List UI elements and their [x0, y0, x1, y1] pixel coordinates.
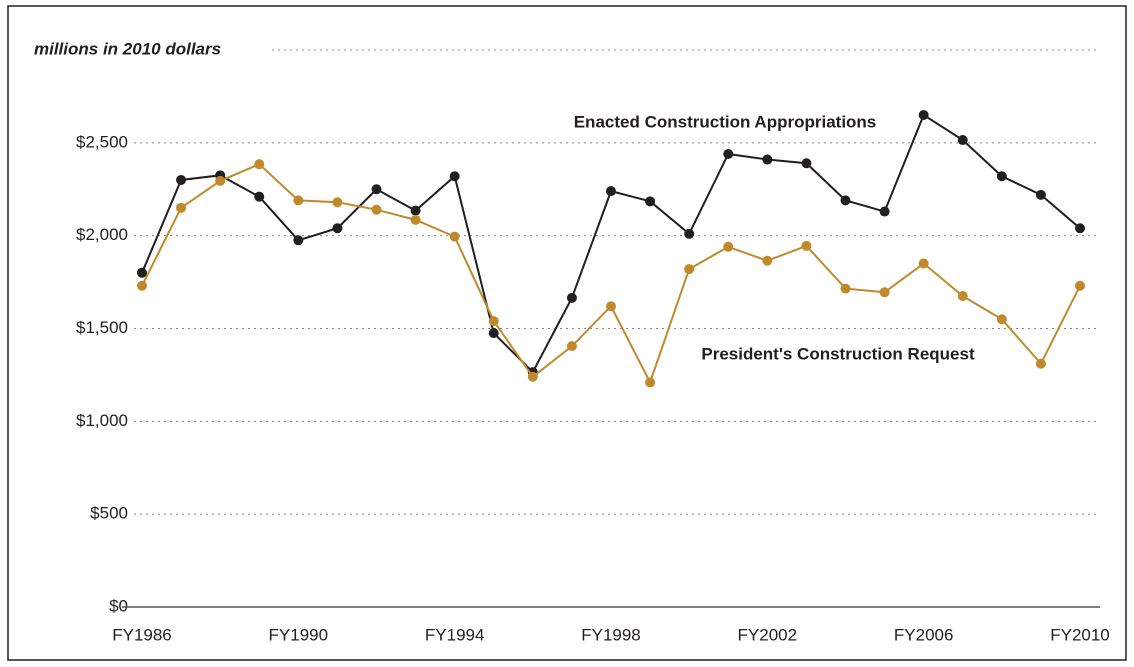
- data-point: [332, 197, 343, 208]
- x-tick-label: FY1986: [112, 625, 172, 644]
- y-tick-label: $1,000: [76, 411, 128, 430]
- x-tick-label: FY1998: [581, 625, 641, 644]
- data-point: [371, 184, 382, 195]
- data-point: [371, 204, 382, 215]
- data-point: [449, 231, 460, 242]
- data-point: [606, 301, 616, 312]
- data-point: [957, 135, 968, 146]
- data-point: [488, 316, 499, 327]
- x-tick-label: FY2010: [1050, 625, 1110, 644]
- data-point: [410, 205, 421, 216]
- data-point: [566, 341, 577, 352]
- data-point: [762, 255, 773, 266]
- data-point: [723, 148, 734, 159]
- x-tick-label: FY2002: [738, 625, 798, 644]
- series-line: [141, 113, 1081, 374]
- data-point: [801, 158, 812, 169]
- x-tick-label: FY1994: [425, 625, 485, 644]
- data-point: [293, 195, 304, 206]
- data-point: [1035, 189, 1046, 200]
- data-point: [176, 202, 187, 213]
- data-point: [527, 371, 538, 382]
- data-point: [137, 280, 147, 291]
- data-point: [996, 171, 1007, 182]
- data-point: [996, 314, 1007, 325]
- y-tick-label: $2,000: [76, 225, 128, 244]
- data-point: [684, 264, 695, 275]
- data-point: [840, 283, 851, 294]
- data-point: [606, 186, 616, 197]
- data-point: [801, 240, 812, 251]
- x-tick-label: FY2006: [894, 625, 954, 644]
- data-point: [176, 174, 187, 185]
- data-point: [918, 258, 929, 269]
- data-point: [1035, 358, 1046, 369]
- data-point: [723, 241, 734, 252]
- data-point: [332, 223, 343, 234]
- x-tick-label: FY1990: [269, 625, 329, 644]
- data-point: [957, 291, 968, 302]
- data-point: [879, 206, 890, 217]
- data-point: [1075, 223, 1085, 234]
- data-point: [645, 377, 656, 388]
- data-point: [137, 267, 147, 278]
- data-point: [918, 109, 929, 120]
- y-axis-label: millions in 2010 dollars: [34, 39, 221, 58]
- data-point: [449, 171, 460, 182]
- y-tick-label: $2,500: [76, 132, 128, 151]
- data-point: [254, 159, 265, 170]
- data-point: [293, 235, 304, 246]
- y-tick-label: $0: [109, 596, 128, 615]
- data-point: [1075, 280, 1085, 291]
- data-point: [645, 196, 656, 207]
- series-label: President's Construction Request: [701, 344, 975, 363]
- data-point: [254, 191, 265, 202]
- data-point: [684, 228, 695, 239]
- data-point: [762, 154, 773, 165]
- frame: [7, 5, 1127, 661]
- data-point: [410, 214, 421, 225]
- data-point: [840, 195, 851, 206]
- y-tick-label: $500: [90, 504, 128, 523]
- series-label: Enacted Construction Appropriations: [574, 112, 877, 131]
- y-tick-label: $1,500: [76, 318, 128, 337]
- data-point: [488, 328, 499, 339]
- data-point: [566, 292, 577, 303]
- data-point: [879, 287, 890, 298]
- data-point: [215, 175, 226, 186]
